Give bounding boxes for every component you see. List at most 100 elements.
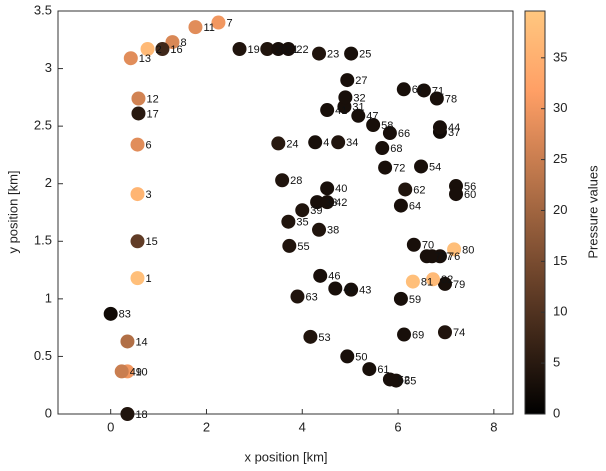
colorbar-tick-label: 15	[553, 253, 567, 268]
point	[211, 15, 226, 30]
point-label: 66	[398, 128, 410, 140]
point	[275, 173, 290, 188]
point-label: 24	[286, 138, 298, 150]
x-tick-label: 8	[490, 419, 497, 434]
point	[295, 203, 310, 218]
point-label: 63	[305, 291, 317, 303]
point	[406, 237, 421, 252]
point	[303, 329, 318, 344]
point-label: 22	[296, 44, 308, 56]
point-label: 43	[359, 285, 371, 297]
point-label: 23	[327, 49, 339, 61]
point	[131, 91, 146, 106]
point-label: 4	[323, 137, 329, 149]
point-label: 17	[146, 108, 158, 120]
point-label: 47	[366, 111, 378, 123]
colorbar-tick-label: 10	[553, 304, 567, 319]
point	[271, 41, 286, 56]
point	[397, 327, 412, 342]
point	[320, 195, 335, 210]
point-label: 11	[203, 22, 214, 34]
point	[312, 222, 327, 237]
point-label: 56	[464, 181, 476, 193]
point-label: 81	[421, 276, 433, 288]
colorbar	[524, 10, 546, 415]
point-label: 3	[146, 189, 152, 201]
point	[312, 46, 327, 61]
point-label: 72	[393, 163, 405, 175]
point	[362, 362, 377, 377]
point	[351, 108, 366, 123]
point-label: 13	[139, 53, 151, 65]
point	[103, 306, 118, 321]
x-tick-label: 6	[394, 419, 401, 434]
point-label: 67	[412, 84, 424, 96]
point	[320, 181, 335, 196]
point	[290, 289, 305, 304]
point	[140, 41, 155, 56]
point-label: 71	[432, 85, 444, 97]
point	[382, 126, 397, 141]
point	[271, 136, 286, 151]
point-label: 18	[135, 409, 147, 421]
point-label: 37	[448, 127, 460, 139]
point-label: 32	[353, 92, 365, 104]
point-label: 7	[226, 17, 232, 29]
point	[131, 106, 146, 121]
point-label: 54	[429, 161, 441, 173]
x-tick-label: 4	[299, 419, 306, 434]
point	[426, 272, 441, 287]
point-label: 34	[346, 137, 358, 149]
point-label: 58	[381, 120, 393, 132]
point-label: 10	[135, 366, 147, 378]
point	[310, 195, 325, 210]
point	[114, 364, 129, 379]
point	[414, 159, 429, 174]
point	[155, 41, 170, 56]
y-axis-label: y position [km]	[5, 170, 20, 253]
point	[437, 325, 452, 340]
x-tick-label: 2	[203, 419, 210, 434]
point	[389, 373, 404, 388]
point-label: 28	[290, 175, 302, 187]
point	[393, 198, 408, 213]
point	[188, 20, 203, 35]
point-label: 42	[335, 197, 347, 209]
point-label: 41	[335, 105, 347, 117]
point-label: 69	[412, 329, 424, 341]
point	[328, 281, 343, 296]
point-label: 8	[180, 37, 186, 49]
point	[165, 35, 180, 50]
point	[123, 51, 138, 66]
point	[260, 41, 275, 56]
y-tick-label: 2	[45, 175, 52, 190]
point	[120, 334, 135, 349]
point	[396, 82, 411, 97]
point-label: 77	[440, 251, 452, 263]
point-label: 31	[352, 101, 364, 113]
colorbar-label: Pressure values	[585, 165, 600, 259]
point-label: 46	[328, 271, 340, 283]
point	[344, 282, 359, 297]
point-label: 35	[296, 217, 308, 229]
point-label: 80	[462, 244, 474, 256]
point	[320, 103, 335, 118]
point-label: 55	[297, 241, 309, 253]
point	[308, 135, 323, 150]
y-tick-label: 0	[45, 405, 52, 420]
y-tick-label: 2.5	[34, 118, 52, 133]
point-label: 2	[156, 44, 162, 56]
point-label: 59	[409, 294, 421, 306]
point	[393, 291, 408, 306]
point-label: 48	[343, 283, 355, 295]
point-label: 20	[275, 44, 287, 56]
point-label: 68	[390, 143, 402, 155]
point	[232, 41, 247, 56]
point-label: 38	[327, 225, 339, 237]
point	[447, 242, 462, 257]
point-label: 49	[130, 366, 142, 378]
point	[281, 41, 296, 56]
colorbar-tick-label: 35	[553, 49, 567, 64]
colorbar-tick-label: 30	[553, 100, 567, 115]
y-tick-label: 1.5	[34, 233, 52, 248]
